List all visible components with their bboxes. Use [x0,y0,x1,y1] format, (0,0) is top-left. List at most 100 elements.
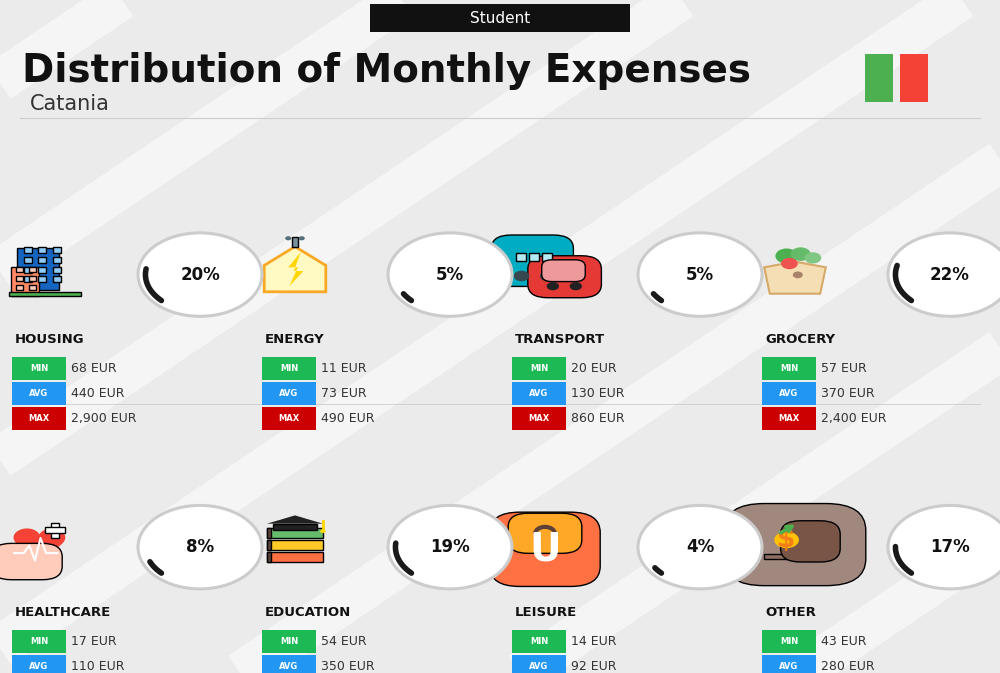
FancyBboxPatch shape [267,540,271,551]
Circle shape [775,248,798,264]
FancyBboxPatch shape [762,630,816,653]
FancyBboxPatch shape [45,528,65,534]
Text: AVG: AVG [779,389,799,398]
FancyBboxPatch shape [529,252,539,261]
Text: 280 EUR: 280 EUR [821,660,875,673]
FancyBboxPatch shape [542,260,585,281]
FancyBboxPatch shape [24,247,32,253]
FancyBboxPatch shape [53,247,61,253]
FancyBboxPatch shape [0,543,62,579]
Text: HOUSING: HOUSING [15,333,85,347]
Text: Distribution of Monthly Expenses: Distribution of Monthly Expenses [22,52,751,90]
FancyBboxPatch shape [512,382,566,405]
Text: EDUCATION: EDUCATION [265,606,351,619]
Text: 370 EUR: 370 EUR [821,387,875,400]
Circle shape [299,236,305,240]
FancyBboxPatch shape [762,357,816,380]
Text: 92 EUR: 92 EUR [571,660,617,673]
Text: 350 EUR: 350 EUR [321,660,375,673]
FancyBboxPatch shape [262,382,316,405]
Text: MIN: MIN [30,637,48,646]
Circle shape [514,271,529,281]
FancyBboxPatch shape [38,277,46,283]
Circle shape [138,505,262,589]
Text: 19%: 19% [430,538,470,556]
FancyBboxPatch shape [512,655,566,673]
Text: 2,900 EUR: 2,900 EUR [71,412,136,425]
FancyBboxPatch shape [512,630,566,653]
Circle shape [638,505,762,589]
Circle shape [570,282,582,290]
Circle shape [791,248,811,261]
FancyBboxPatch shape [12,655,66,673]
FancyBboxPatch shape [267,528,323,538]
FancyBboxPatch shape [542,252,552,261]
Text: MAX: MAX [778,414,800,423]
FancyBboxPatch shape [764,554,826,559]
FancyBboxPatch shape [29,285,36,290]
FancyBboxPatch shape [16,276,23,281]
Text: 43 EUR: 43 EUR [821,635,867,648]
Text: 490 EUR: 490 EUR [321,412,374,425]
Circle shape [888,233,1000,316]
Text: 17%: 17% [930,538,970,556]
Polygon shape [764,262,826,293]
Text: 2,400 EUR: 2,400 EUR [821,412,887,425]
FancyBboxPatch shape [53,277,61,283]
FancyBboxPatch shape [12,357,66,380]
Text: 5%: 5% [436,266,464,283]
FancyBboxPatch shape [9,292,81,296]
Circle shape [805,252,821,264]
Text: TRANSPORT: TRANSPORT [515,333,605,347]
FancyBboxPatch shape [528,256,601,297]
FancyBboxPatch shape [865,54,893,102]
FancyBboxPatch shape [12,630,66,653]
FancyBboxPatch shape [724,503,866,586]
Text: MAX: MAX [278,414,300,423]
FancyBboxPatch shape [262,357,316,380]
Circle shape [638,233,762,316]
Text: MIN: MIN [280,637,298,646]
FancyBboxPatch shape [16,267,23,272]
FancyBboxPatch shape [262,407,316,430]
Text: 5%: 5% [686,266,714,283]
Text: MAX: MAX [528,414,550,423]
FancyBboxPatch shape [512,357,566,380]
FancyBboxPatch shape [11,267,39,295]
Text: $: $ [777,527,796,553]
Polygon shape [267,516,323,524]
Text: 130 EUR: 130 EUR [571,387,625,400]
Polygon shape [14,529,65,560]
Text: AVG: AVG [29,389,49,398]
FancyBboxPatch shape [267,540,323,551]
FancyBboxPatch shape [516,252,526,261]
Text: 860 EUR: 860 EUR [571,412,625,425]
Circle shape [388,505,512,589]
Text: Student: Student [470,11,530,26]
Circle shape [540,271,556,281]
Text: AVG: AVG [279,389,299,398]
FancyBboxPatch shape [38,247,46,253]
Circle shape [888,505,1000,589]
FancyBboxPatch shape [267,528,271,538]
Text: AVG: AVG [29,662,49,671]
Text: 57 EUR: 57 EUR [821,362,867,376]
Text: MIN: MIN [30,364,48,374]
FancyBboxPatch shape [29,276,36,281]
Text: AVG: AVG [529,389,549,398]
Text: 54 EUR: 54 EUR [321,635,367,648]
Circle shape [793,271,803,278]
Circle shape [781,258,798,269]
Text: AVG: AVG [779,662,799,671]
Circle shape [285,236,291,240]
Circle shape [547,282,559,290]
FancyBboxPatch shape [51,523,59,538]
Text: HEALTHCARE: HEALTHCARE [15,606,111,619]
Text: AVG: AVG [529,662,549,671]
Text: U: U [529,530,561,568]
FancyBboxPatch shape [17,248,59,290]
Text: LEISURE: LEISURE [515,606,577,619]
FancyBboxPatch shape [24,257,32,262]
FancyBboxPatch shape [491,235,573,287]
FancyBboxPatch shape [508,513,582,553]
